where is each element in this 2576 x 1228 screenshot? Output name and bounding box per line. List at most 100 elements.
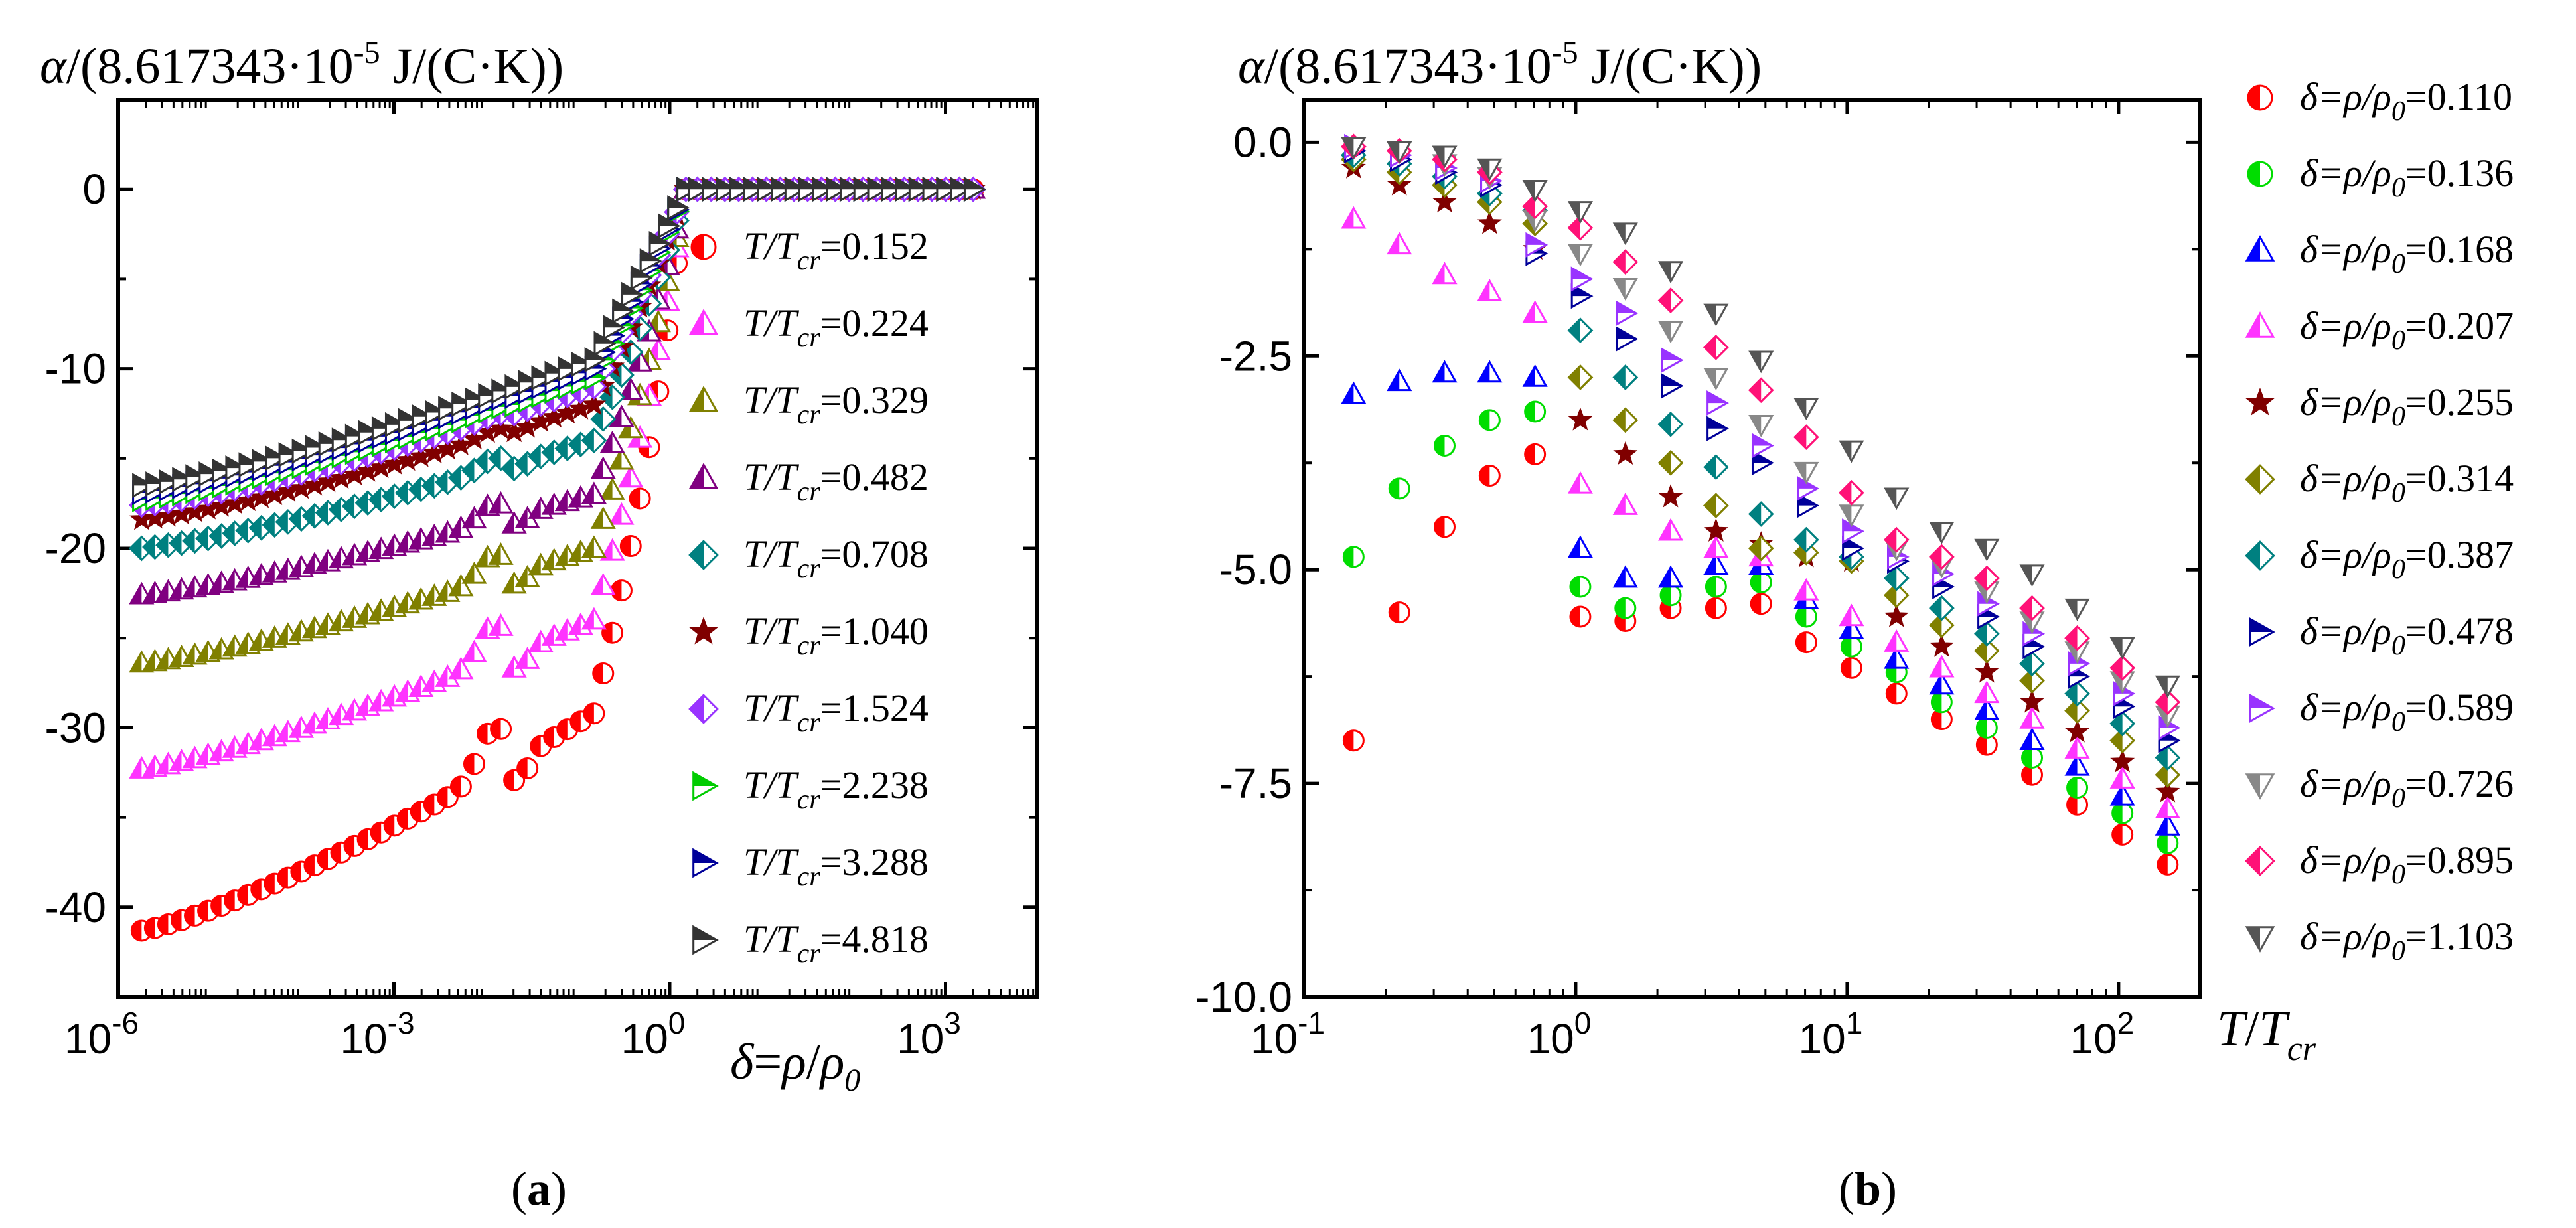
legend-item: T/Tcr=0.224 [688,301,929,353]
legend-marker [2249,693,2275,724]
data-point [688,177,711,202]
legend-marker [2245,846,2275,876]
legend-item: δ=ρ/ρ0=0.110 [2247,75,2512,127]
data-point [2065,719,2090,743]
data-point [581,535,607,558]
data-point [1657,411,1684,437]
data-point [1706,390,1729,416]
data-point [1842,518,1864,544]
y-tick-label: -10.0 [1195,973,1292,1021]
data-point [2111,823,2134,846]
y-tick-label: -20 [45,524,107,572]
x-tick-label: 101 [1799,1006,1863,1063]
data-point [2019,595,2045,621]
data-point [1928,612,1955,639]
data-point [1930,708,1953,731]
data-point [1661,373,1684,399]
data-point [599,430,625,453]
legend-label: δ=ρ/ρ0=0.168 [2300,228,2514,279]
data-point [195,525,221,552]
data-point [1612,407,1639,433]
data-point [1703,518,1728,542]
data-point [2021,746,2044,769]
data-point [1703,303,1729,327]
panel-b-ylabel-alpha: α [1238,38,1266,94]
data-point [1795,631,1817,654]
data-point [2066,777,2089,799]
legend-marker [692,771,719,801]
data-point [449,775,472,798]
data-point [629,487,651,510]
data-point [1657,449,1684,476]
panel-a-x-axis-label: δ=ρ/ρ0 [730,1034,860,1098]
data-point [1478,465,1501,487]
data-point [609,502,635,525]
panel-a-ylabel-rest: /(8.617343·10 [66,38,354,94]
panel-a-y-axis-label: α/(8.617343·10-5 J/(C·K)) [40,35,564,94]
data-point [1883,526,1910,553]
data-point [1884,629,1910,652]
legend-marker [688,694,719,724]
legend-marker [2247,161,2273,187]
data-point [1793,398,1819,421]
data-point [2019,668,2045,694]
data-point [2109,637,2135,660]
legend-label: δ=ρ/ρ0=0.110 [2300,75,2512,127]
data-point [583,702,605,725]
y-tick-label: -2.5 [1219,332,1292,380]
data-point [412,404,434,429]
data-point [1929,521,1955,544]
panel-a-ylabel-alpha: α [40,38,68,94]
data-point [1793,424,1819,450]
data-point [908,177,931,202]
data-point [2064,625,2090,651]
data-point [461,639,487,662]
data-point [2155,675,2180,698]
data-point [1387,368,1412,392]
legend-marker [688,540,719,570]
data-point [1883,582,1910,609]
data-point [1973,638,2000,664]
legend-label: T/Tcr=0.482 [743,455,929,507]
data-point [1657,518,1684,541]
data-point [1661,347,1684,373]
data-point [1703,368,1729,391]
data-point [1568,407,1593,431]
data-point [667,195,690,221]
panel-b-plot-frame [1302,98,2202,999]
series-δ=ρ/ρ0=0.168 [1341,360,2180,836]
data-point [1477,158,1503,181]
data-point [1839,440,1864,463]
data-point [2155,745,2181,771]
data-point [1525,232,1549,258]
data-point [2110,749,2135,773]
legend-label: T/Tcr=1.524 [743,686,929,738]
data-point [590,506,616,529]
data-point [1748,350,1774,374]
legend-item: T/Tcr=0.329 [688,378,929,430]
legend-item: δ=ρ/ρ0=0.255 [2245,380,2514,432]
legend-marker [2245,773,2275,800]
legend-item: δ=ρ/ρ0=1.103 [2245,915,2514,966]
data-point [2019,651,2045,677]
data-point [1974,680,2000,704]
data-point [581,427,607,454]
data-point [1793,526,1819,553]
data-point [618,465,644,488]
data-point [1569,576,1592,598]
data-point [609,404,635,427]
panel-b-chart: α/(8.617343·10-5 J/(C·K)) 0.0 -2.5 -5.0 -7.… [1195,35,2514,1215]
data-point [618,377,644,400]
data-point [1567,317,1594,344]
data-point [1612,565,1638,588]
data-point [1613,441,1638,465]
data-point [2111,802,2134,824]
data-point [1341,206,1367,229]
data-point [1973,621,2000,647]
data-point [676,177,699,202]
panel-b-ylabel-unit: J/(C·K)) [1578,38,1762,94]
data-point [592,662,615,685]
data-point [514,647,540,669]
data-point [2155,761,2181,788]
legend-marker [688,463,719,489]
